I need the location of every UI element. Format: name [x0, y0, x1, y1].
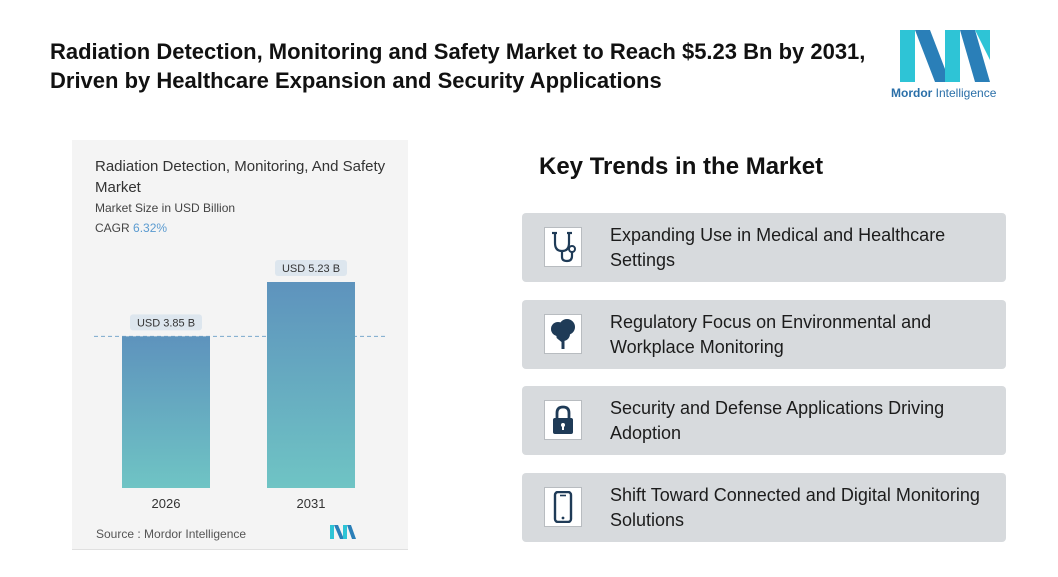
- trend-item-digital: Shift Toward Connected and Digital Monit…: [522, 473, 1006, 542]
- bar-chart-svg: USD 3.85 B 2026 USD 5.23 B 2031: [94, 260, 388, 511]
- trend-item-environmental: Regulatory Focus on Environmental and Wo…: [522, 300, 1006, 369]
- chart-subtitle: Market Size in USD Billion: [95, 201, 236, 215]
- bar-2031: [267, 282, 355, 488]
- data-label: USD 3.85 B: [137, 317, 195, 329]
- x-tick-label: 2031: [297, 496, 326, 511]
- lock-icon: [553, 405, 573, 434]
- trend-item-security: Security and Defense Applications Drivin…: [522, 386, 1006, 455]
- trends-title: Key Trends in the Market: [539, 153, 824, 180]
- trend-label: Shift Toward Connected and Digital Monit…: [610, 485, 980, 530]
- tree-icon: [551, 319, 575, 349]
- mini-logo-icon: [330, 525, 356, 539]
- cagr-value: 6.32%: [133, 221, 168, 235]
- mobile-device-icon: [553, 491, 573, 523]
- brand-logo: Mordor Intelligence: [888, 30, 1008, 105]
- data-label: USD 5.23 B: [282, 263, 340, 275]
- headline: Radiation Detection, Monitoring and Safe…: [50, 39, 866, 93]
- data-label-bg: [275, 260, 347, 276]
- chart-title: Radiation Detection, Monitoring, And Saf…: [95, 158, 386, 196]
- chart-source: Source : Mordor Intelligence: [96, 527, 247, 541]
- stethoscope-icon: [552, 231, 576, 263]
- chart-cagr: CAGR 6.32%: [95, 221, 168, 235]
- data-label-bg: [130, 314, 202, 331]
- trend-label: Regulatory Focus on Environmental and Wo…: [610, 312, 932, 357]
- brand-name: Mordor Intelligence: [891, 86, 997, 100]
- mordor-logo-icon: [900, 30, 990, 82]
- x-tick-label: 2026: [152, 496, 181, 511]
- trend-label: Expanding Use in Medical and Healthcare …: [610, 225, 946, 270]
- bar-2026: [122, 336, 210, 488]
- trend-item-healthcare: Expanding Use in Medical and Healthcare …: [522, 213, 1006, 282]
- trend-label: Security and Defense Applications Drivin…: [610, 398, 945, 443]
- market-size-chart: Radiation Detection, Monitoring, And Saf…: [72, 140, 408, 550]
